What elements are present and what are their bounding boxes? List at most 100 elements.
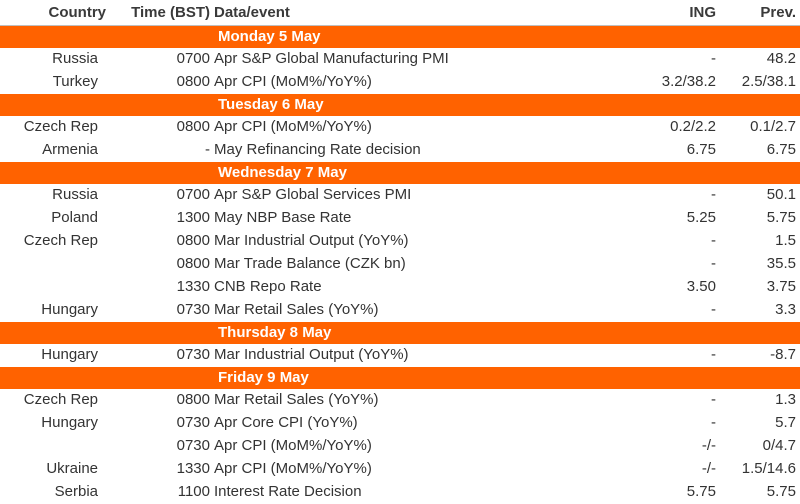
time-cell: - bbox=[110, 138, 214, 162]
event-cell: Interest Rate Decision bbox=[214, 480, 606, 504]
day-header-row: Thursday 8 May bbox=[0, 321, 800, 344]
day-label: Thursday 8 May bbox=[218, 324, 332, 341]
header-country: Country bbox=[0, 0, 110, 26]
time-cell: 0800 bbox=[110, 389, 214, 412]
previous-value-cell: 3.75 bbox=[720, 275, 800, 299]
day-header-cell: Tuesday 6 May bbox=[0, 93, 800, 116]
day-header-cell: Thursday 8 May bbox=[0, 321, 800, 344]
table-row: Armenia - May Refinancing Rate decision 6.7… bbox=[0, 138, 800, 162]
country-cell: Ukraine bbox=[0, 457, 110, 481]
day-label: Wednesday 7 May bbox=[218, 164, 347, 181]
table-row: Czech Rep 0800 Mar Retail Sales (YoY%) -1.3 bbox=[0, 389, 800, 412]
ing-forecast-cell: - bbox=[606, 48, 720, 71]
previous-value-cell: -8.7 bbox=[720, 344, 800, 367]
event-cell: Apr Core CPI (YoY%) bbox=[214, 411, 606, 435]
ing-forecast-cell: -/- bbox=[606, 457, 720, 481]
country-cell bbox=[0, 275, 110, 299]
time-cell: 1100 bbox=[110, 480, 214, 504]
event-cell: May NBP Base Rate bbox=[214, 206, 606, 230]
previous-value-cell: 5.7 bbox=[720, 411, 800, 435]
header-event: Data/event bbox=[214, 0, 606, 26]
country-cell: Czech Rep bbox=[0, 116, 110, 139]
previous-value-cell: 50.1 bbox=[720, 184, 800, 207]
ing-forecast-cell: - bbox=[606, 184, 720, 207]
table-row: Serbia 1100 Interest Rate Decision 5.75 5.75 bbox=[0, 480, 800, 504]
time-cell: 0700 bbox=[110, 184, 214, 207]
header-ing: ING bbox=[606, 0, 720, 26]
previous-value-cell: 0/4.7 bbox=[720, 434, 800, 458]
previous-value-cell: 5.75 bbox=[720, 206, 800, 230]
time-cell: 0800 bbox=[110, 70, 214, 94]
ing-forecast-cell: 6.75 bbox=[606, 138, 720, 162]
time-cell: 1300 bbox=[110, 206, 214, 230]
country-cell: Hungary bbox=[0, 298, 110, 322]
time-cell: 0730 bbox=[110, 434, 214, 458]
day-header-row: Tuesday 6 May bbox=[0, 93, 800, 116]
time-cell: 0730 bbox=[110, 411, 214, 435]
previous-value-cell: 6.75 bbox=[720, 138, 800, 162]
country-cell bbox=[0, 434, 110, 458]
previous-value-cell: 1.5/14.6 bbox=[720, 457, 800, 481]
country-cell: Hungary bbox=[0, 344, 110, 367]
ing-forecast-cell: 5.75 bbox=[606, 480, 720, 504]
previous-value-cell: 1.5 bbox=[720, 229, 800, 253]
header-prev: Prev. bbox=[720, 0, 800, 26]
ing-forecast-cell: 5.25 bbox=[606, 206, 720, 230]
country-cell: Hungary bbox=[0, 411, 110, 435]
ing-forecast-cell: 0.2/2.2 bbox=[606, 116, 720, 139]
day-header-cell: Friday 9 May bbox=[0, 366, 800, 389]
ing-forecast-cell: - bbox=[606, 298, 720, 322]
day-label: Friday 9 May bbox=[218, 369, 309, 386]
event-cell: Mar Industrial Output (YoY%) bbox=[214, 229, 606, 253]
table-row: 0800 Mar Trade Balance (CZK bn) -35.5 bbox=[0, 252, 800, 276]
ing-forecast-cell: - bbox=[606, 229, 720, 253]
ing-forecast-cell: - bbox=[606, 411, 720, 435]
day-header-row: Wednesday 7 May bbox=[0, 161, 800, 184]
country-cell: Poland bbox=[0, 206, 110, 230]
event-cell: May Refinancing Rate decision bbox=[214, 138, 606, 162]
event-cell: Mar Retail Sales (YoY%) bbox=[214, 298, 606, 322]
time-cell: 0800 bbox=[110, 252, 214, 276]
day-header-cell: Wednesday 7 May bbox=[0, 161, 800, 184]
table-row: Hungary 0730 Apr Core CPI (YoY%) -5.7 bbox=[0, 411, 800, 435]
country-cell: Serbia bbox=[0, 480, 110, 504]
previous-value-cell: 3.3 bbox=[720, 298, 800, 322]
time-cell: 1330 bbox=[110, 275, 214, 299]
event-cell: Apr S&P Global Manufacturing PMI bbox=[214, 48, 606, 71]
header-time: Time (BST) bbox=[110, 0, 214, 26]
previous-value-cell: 48.2 bbox=[720, 48, 800, 71]
day-header-row: Monday 5 May bbox=[0, 25, 800, 48]
event-cell: Mar Trade Balance (CZK bn) bbox=[214, 252, 606, 276]
ing-forecast-cell: - bbox=[606, 344, 720, 367]
table-row: 0730 Apr CPI (MoM%/YoY%) -/- 0/4.7 bbox=[0, 434, 800, 458]
previous-value-cell: 35.5 bbox=[720, 252, 800, 276]
country-cell: Armenia bbox=[0, 138, 110, 162]
day-label: Tuesday 6 May bbox=[218, 96, 324, 113]
time-cell: 0800 bbox=[110, 116, 214, 139]
time-cell: 0800 bbox=[110, 229, 214, 253]
event-cell: Mar Retail Sales (YoY%) bbox=[214, 389, 606, 412]
day-header-row: Friday 9 May bbox=[0, 366, 800, 389]
table-row: 1330 CNB Repo Rate 3.50 3.75 bbox=[0, 275, 800, 299]
ing-forecast-cell: - bbox=[606, 252, 720, 276]
table-row: Turkey 0800 Apr CPI (MoM%/YoY%) 3.2/38.2 2.5… bbox=[0, 70, 800, 94]
previous-value-cell: 1.3 bbox=[720, 389, 800, 412]
table-row: Hungary 0730 Mar Industrial Output (YoY%) -… bbox=[0, 344, 800, 367]
table-row: Hungary 0730 Mar Retail Sales (YoY%) -3.3 bbox=[0, 298, 800, 322]
time-cell: 0730 bbox=[110, 298, 214, 322]
country-cell: Russia bbox=[0, 184, 110, 207]
time-cell: 0730 bbox=[110, 344, 214, 367]
country-cell bbox=[0, 252, 110, 276]
ing-forecast-cell: 3.50 bbox=[606, 275, 720, 299]
day-label: Monday 5 May bbox=[218, 28, 321, 45]
ing-forecast-cell: - bbox=[606, 389, 720, 412]
event-cell: Mar Industrial Output (YoY%) bbox=[214, 344, 606, 367]
previous-value-cell: 2.5/38.1 bbox=[720, 70, 800, 94]
country-cell: Czech Rep bbox=[0, 389, 110, 412]
table-row: Poland 1300 May NBP Base Rate 5.25 5.75 bbox=[0, 206, 800, 230]
day-header-cell: Monday 5 May bbox=[0, 25, 800, 48]
event-cell: Apr CPI (MoM%/YoY%) bbox=[214, 434, 606, 458]
country-cell: Turkey bbox=[0, 70, 110, 94]
header-row: Country Time (BST) Data/event ING Prev. bbox=[0, 0, 800, 26]
